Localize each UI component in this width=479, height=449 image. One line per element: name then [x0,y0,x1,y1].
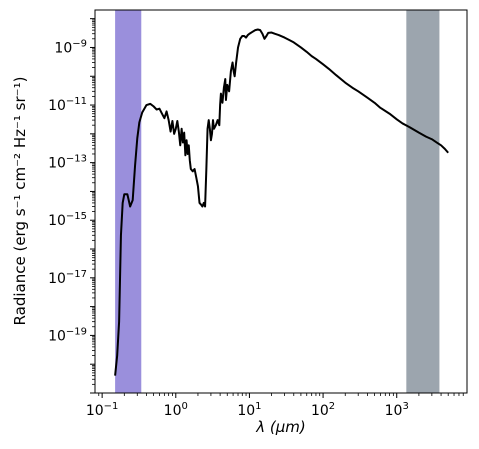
y-tick-label: 10−19 [48,326,87,344]
x-tick-label: 103 [385,401,409,419]
x-tick-label: 10−1 [86,401,119,419]
x-tick-label: 101 [237,401,261,419]
x-tick-label: 102 [311,401,335,419]
x-tick-label: 100 [164,401,188,419]
plot-frame [94,9,468,394]
y-tick-label: 10−13 [48,154,87,172]
y-tick-label: 10−15 [48,211,87,229]
x-axis-label: λ (μm) [255,418,306,436]
y-tick-label: 10−11 [48,96,87,114]
y-axis-ticks: 10−19 10−17 10−15 10−13 10−11 10−9 [48,18,95,394]
radiance-spectrum-line [114,28,449,376]
x-axis-ticks: 10−1 100 101 102 103 [86,393,464,419]
y-axis-label: Radiance (erg s⁻¹ cm⁻² Hz⁻¹ sr⁻¹) [11,77,29,326]
y-tick-label: 10−17 [48,269,87,287]
shaded-band [406,10,440,393]
y-tick-label: 10−9 [54,38,87,56]
series-layer [114,28,449,376]
